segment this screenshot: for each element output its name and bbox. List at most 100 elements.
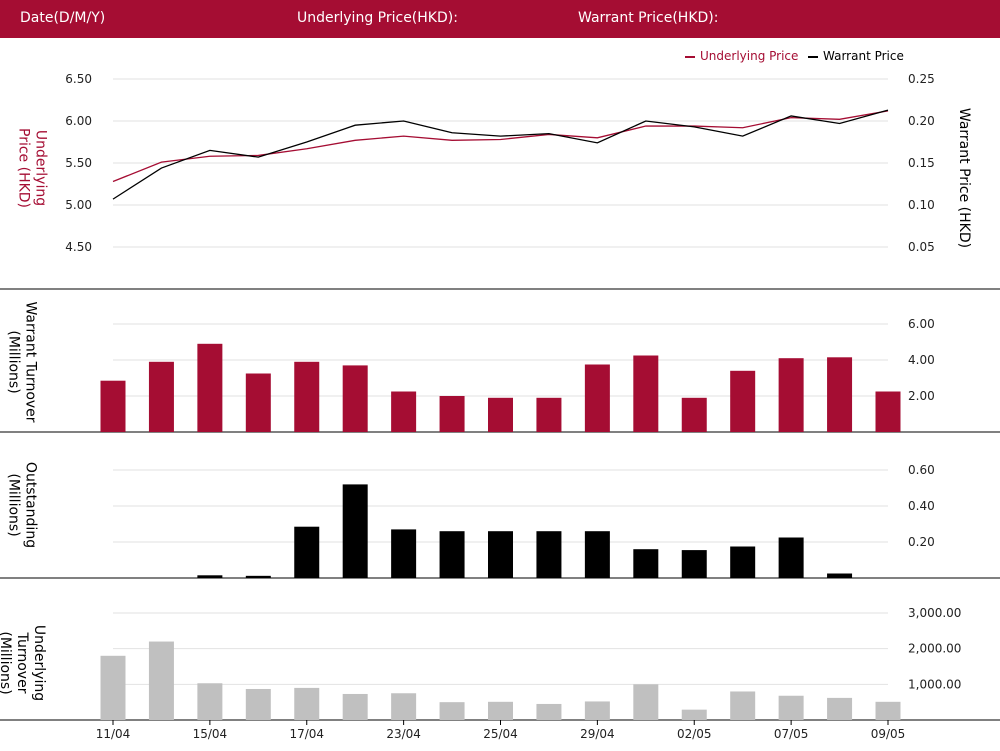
underlying-turnover-bar xyxy=(100,655,126,720)
warrant-turnover-bar xyxy=(488,397,513,432)
warrant-chart: 4.50 5.00 5.50 6.00 6.50 0.05 0.10 0.15 0.20 0.25… xyxy=(0,49,1000,741)
y-axis-label-underlying-price: UnderlyingPrice (HKD) xyxy=(16,128,49,208)
underlying-turnover-bar xyxy=(827,697,853,720)
outstanding-bar xyxy=(342,484,368,578)
warrant-turnover-bar xyxy=(681,397,707,432)
warrant-turnover-axis-label: Warrant Turnover(Millions) xyxy=(6,301,39,422)
underlying-turnover-axis-label-line: Turnover xyxy=(14,632,30,694)
underlying-turnover-bar xyxy=(294,687,320,720)
header-bar: Date(D/M/Y) Underlying Price(HKD): Warra… xyxy=(0,0,1000,38)
y-axis-label-underlying-price-line: Underlying xyxy=(33,130,49,206)
underlying-turnover-bar xyxy=(584,701,610,720)
underlying-turnover-bar xyxy=(488,701,513,720)
warrant-turnover-bar xyxy=(730,370,756,432)
underlying-turnover-axis-label: UnderlyingTurnover(Millions) xyxy=(0,625,47,701)
underlying-turnover-bar xyxy=(681,709,707,720)
underlying-turnover-bar xyxy=(148,641,174,720)
underlying-turnover-bar xyxy=(778,695,804,720)
outstanding-bar xyxy=(439,531,465,578)
legend-underlying-label: Underlying Price xyxy=(700,49,798,63)
underlying-turnover-tick-label: 3,000.00 xyxy=(908,606,961,620)
legend-warrant-label: Warrant Price xyxy=(823,49,904,63)
warrant-turnover-bar xyxy=(197,343,223,432)
outstanding-bar xyxy=(633,549,659,578)
underlying-turnover-axis-label-line: Underlying xyxy=(31,625,47,701)
warrant-turnover-axis-label-line: Warrant Turnover xyxy=(23,301,39,422)
outstanding-bar xyxy=(391,529,417,578)
warrant-turnover-bar xyxy=(536,397,562,432)
warrant-turnover-tick-label: 4.00 xyxy=(908,353,935,367)
underlying-turnover-bar xyxy=(197,683,223,720)
warrant-turnover-bar xyxy=(584,364,610,432)
outstanding-axis-label: Outstanding(Millions) xyxy=(6,462,39,548)
underlying-turnover-bar xyxy=(342,693,368,720)
right-tick-label: 0.25 xyxy=(908,72,935,86)
underlying-turnover-bar xyxy=(391,693,417,720)
x-tick-label: 09/05 xyxy=(871,727,906,741)
outstanding-axis-label-line: (Millions) xyxy=(6,473,22,536)
outstanding-bar xyxy=(778,537,804,578)
x-tick-label: 25/04 xyxy=(483,727,518,741)
left-tick-label: 6.50 xyxy=(65,72,92,86)
outstanding-bar xyxy=(827,573,853,578)
warrant-turnover-bar xyxy=(100,380,126,432)
left-tick-label: 4.50 xyxy=(65,240,92,254)
x-tick-label: 15/04 xyxy=(193,727,228,741)
warrant-turnover-tick-label: 2.00 xyxy=(908,389,935,403)
x-tick-label: 29/04 xyxy=(580,727,615,741)
outstanding-bar xyxy=(730,546,756,578)
x-tick-label: 07/05 xyxy=(774,727,809,741)
warrant-price-line xyxy=(112,109,889,200)
underlying-price-line xyxy=(112,110,889,183)
warrant-turnover-bar xyxy=(875,391,901,432)
outstanding-bar xyxy=(294,526,320,578)
outstanding-tick-label: 0.40 xyxy=(908,499,935,513)
right-tick-label: 0.05 xyxy=(908,240,935,254)
warrant-turnover-bar xyxy=(245,373,271,432)
warrant-turnover-bar xyxy=(342,365,368,432)
right-tick-label: 0.15 xyxy=(908,156,935,170)
x-tick-label: 17/04 xyxy=(289,727,324,741)
outstanding-bar xyxy=(681,550,707,578)
underlying-turnover-bar xyxy=(875,701,901,720)
outstanding-tick-label: 0.20 xyxy=(908,535,935,549)
underlying-turnover-tick-label: 2,000.00 xyxy=(908,642,961,656)
outstanding-bar xyxy=(245,575,271,578)
underlying-turnover-bar xyxy=(536,703,562,720)
warrant-turnover-bar xyxy=(294,361,320,432)
left-tick-label: 6.00 xyxy=(65,114,92,128)
underlying-turnover-axis-label-line: (Millions) xyxy=(0,631,13,694)
underlying-turnover-bar xyxy=(633,684,659,720)
underlying-turnover-bar xyxy=(245,688,271,720)
x-tick-label: 23/04 xyxy=(386,727,421,741)
left-tick-label: 5.00 xyxy=(65,198,92,212)
x-tick-label: 02/05 xyxy=(677,727,712,741)
warrant-turnover-bar xyxy=(778,358,804,432)
warrant-turnover-tick-label: 6.00 xyxy=(908,317,935,331)
warrant-turnover-bar xyxy=(827,357,853,432)
right-tick-label: 0.10 xyxy=(908,198,935,212)
outstanding-tick-label: 0.60 xyxy=(908,463,935,477)
x-tick-label: 11/04 xyxy=(96,727,131,741)
outstanding-bar xyxy=(536,531,562,578)
y-axis-label-warrant-price-line: Warrant Price (HKD) xyxy=(956,108,972,248)
outstanding-bar xyxy=(488,531,513,578)
warrant-price-label: Warrant Price(HKD): xyxy=(578,10,719,26)
right-tick-label: 0.20 xyxy=(908,114,935,128)
date-label: Date(D/M/Y) xyxy=(20,10,106,26)
warrant-turnover-bar xyxy=(391,391,417,432)
warrant-turnover-bar xyxy=(439,396,465,432)
warrant-turnover-bar xyxy=(633,355,659,432)
y-axis-label-warrant-price: Warrant Price (HKD) xyxy=(956,108,972,248)
underlying-price-label: Underlying Price(HKD): xyxy=(297,10,458,26)
underlying-turnover-tick-label: 1,000.00 xyxy=(908,677,961,691)
outstanding-bar xyxy=(584,531,610,578)
outstanding-bar xyxy=(197,575,223,578)
left-tick-label: 5.50 xyxy=(65,156,92,170)
warrant-turnover-bar xyxy=(148,361,174,432)
outstanding-axis-label-line: Outstanding xyxy=(23,462,39,548)
underlying-turnover-bar xyxy=(439,702,465,720)
underlying-turnover-bar xyxy=(730,691,756,720)
warrant-turnover-axis-label-line: (Millions) xyxy=(6,330,22,393)
y-axis-label-underlying-price-line: Price (HKD) xyxy=(16,128,32,208)
